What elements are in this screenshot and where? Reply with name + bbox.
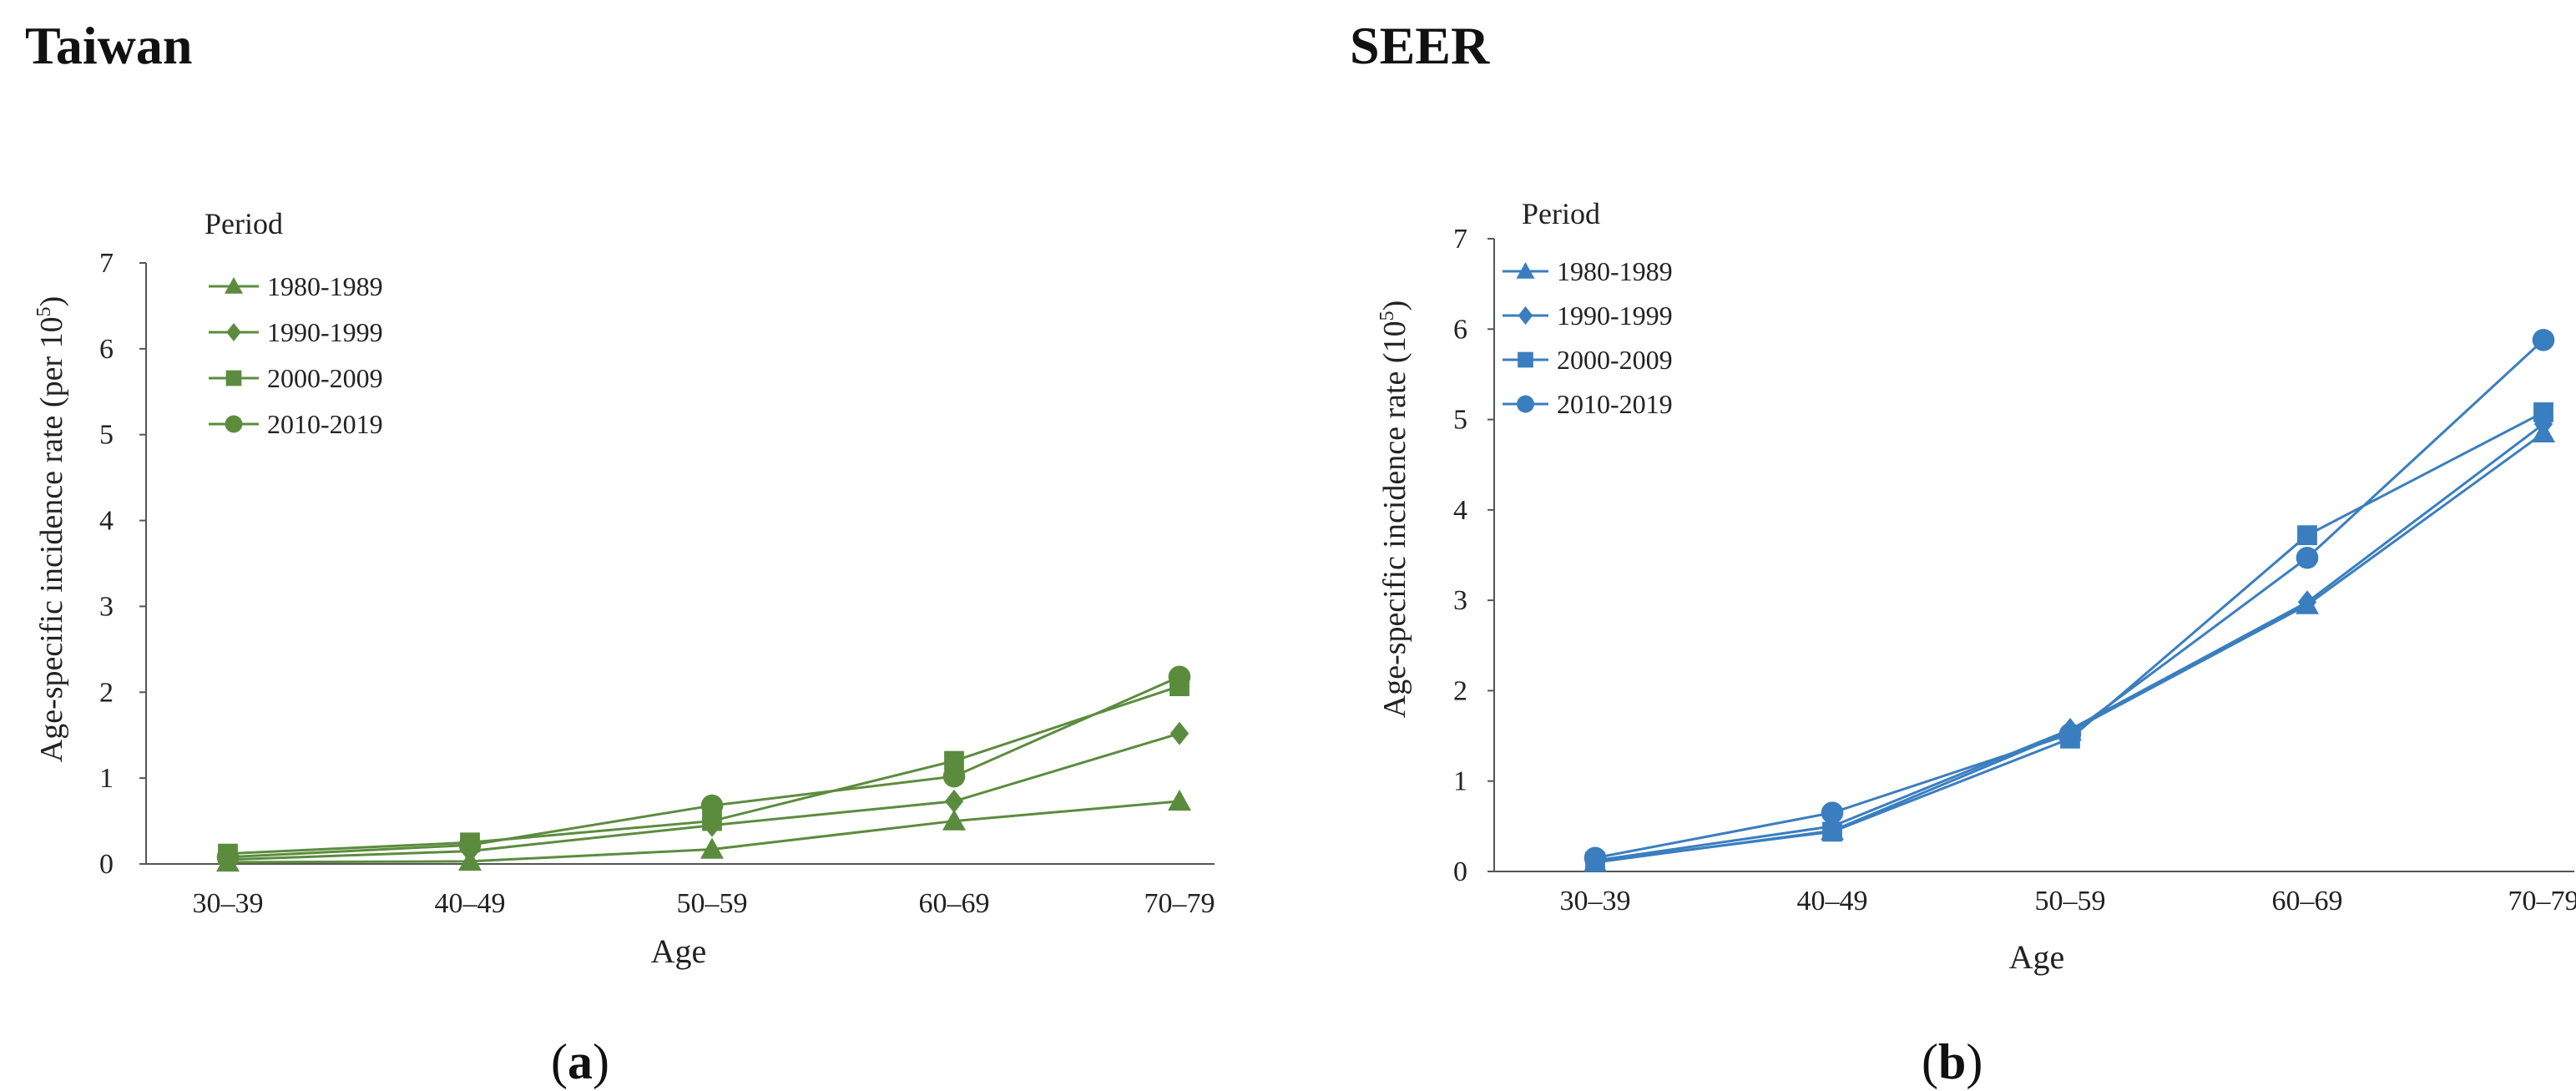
seer-y-axis-label-tail: ) <box>1377 301 1412 311</box>
seer-x-tick-label: 30–39 <box>1560 886 1631 917</box>
seer-legend-marker-diamond <box>1518 306 1533 325</box>
seer-y-tick-label: 4 <box>1453 495 1467 526</box>
seer-x-tick-label: 50–59 <box>2035 886 2106 917</box>
seer-legend-marker-square <box>1518 352 1533 368</box>
seer-y-axis-label: Age-specific incidence rate (105) <box>1376 301 1412 718</box>
seer-legend-label: 2000-2009 <box>1557 345 1673 375</box>
seer-point-circle <box>1821 801 1844 824</box>
seer-legend-label: 1980-1989 <box>1557 256 1673 286</box>
seer-point-circle <box>2059 723 2082 745</box>
seer-legend-title: Period <box>1522 197 1600 230</box>
seer-y-tick-label: 0 <box>1453 856 1467 887</box>
seer-x-axis-label: Age <box>2009 938 2065 976</box>
panel-b-caption: (b) <box>1922 1033 1983 1091</box>
seer-series-line-2010-2019 <box>1595 340 2543 857</box>
seer-series-line-1980-1989 <box>1595 433 2543 862</box>
seer-y-tick-label: 6 <box>1453 314 1467 345</box>
seer-point-circle <box>1584 846 1607 869</box>
seer-y-tick-label: 7 <box>1453 224 1467 255</box>
seer-y-tick-label: 3 <box>1453 585 1467 616</box>
panel-b-caption-letter: b <box>1938 1034 1966 1089</box>
seer-x-tick-label: 60–69 <box>2272 886 2343 917</box>
seer-series-line-2000-2009 <box>1595 412 2543 861</box>
seer-x-tick-label: 40–49 <box>1797 886 1868 917</box>
seer-y-axis-label-sup: 5 <box>1376 311 1398 321</box>
seer-y-tick-label: 2 <box>1453 675 1467 706</box>
seer-point-circle <box>2533 329 2555 351</box>
seer-series-line-1990-1999 <box>1595 424 2543 861</box>
seer-point-square <box>2533 402 2553 422</box>
seer-y-tick-label: 5 <box>1453 405 1467 436</box>
seer-point-square <box>1822 821 1842 841</box>
seer-legend-label: 1990-1999 <box>1557 301 1673 331</box>
seer-legend-marker-circle <box>1517 396 1534 413</box>
seer-x-tick-label: 70–79 <box>2508 886 2576 917</box>
seer-y-axis-label-main: Age-specific incidence rate (10 <box>1377 321 1412 718</box>
seer-legend-label: 2010-2019 <box>1557 389 1673 419</box>
seer-point-circle <box>2296 547 2319 569</box>
seer-point-square <box>2297 525 2317 545</box>
seer-y-tick-label: 1 <box>1453 766 1467 797</box>
